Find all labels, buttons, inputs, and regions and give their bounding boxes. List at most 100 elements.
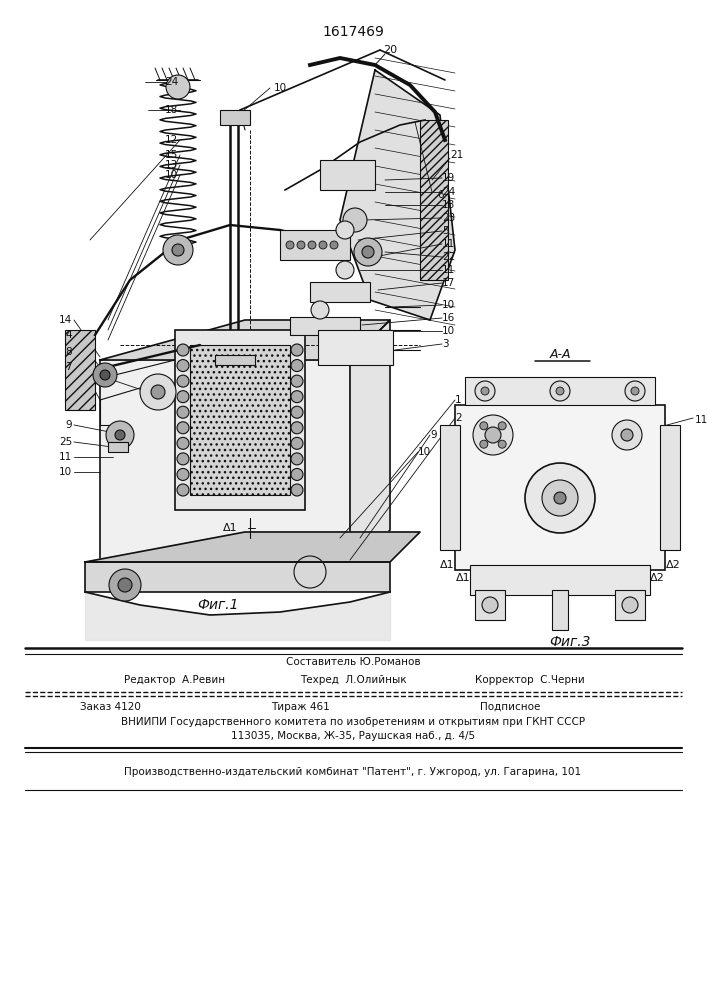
Circle shape [177, 437, 189, 449]
Circle shape [554, 492, 566, 504]
Text: Δ1: Δ1 [223, 523, 238, 533]
Text: Заказ 4120: Заказ 4120 [80, 702, 141, 712]
Circle shape [631, 387, 639, 395]
Bar [320, 160, 375, 190]
Circle shape [291, 484, 303, 496]
Text: 11: 11 [695, 415, 707, 425]
Circle shape [291, 360, 303, 372]
Text: 10: 10 [442, 326, 455, 336]
Bar [420, 120, 448, 280]
Bar [220, 110, 250, 125]
Bar [470, 565, 650, 595]
Text: A-A: A-A [549, 349, 571, 361]
Bar [108, 442, 128, 452]
Text: Производственно-издательский комбинат "Патент", г. Ужгород, ул. Гагарина, 101: Производственно-издательский комбинат "П… [124, 767, 582, 777]
Text: 20: 20 [383, 45, 397, 55]
Circle shape [177, 360, 189, 372]
Text: Подписное: Подписное [480, 702, 540, 712]
Text: 7: 7 [65, 362, 72, 372]
Bar [455, 405, 665, 570]
Circle shape [291, 468, 303, 480]
Circle shape [319, 241, 327, 249]
Circle shape [118, 578, 132, 592]
Circle shape [177, 468, 189, 480]
Text: Δ1: Δ1 [456, 573, 470, 583]
Circle shape [336, 261, 354, 279]
Circle shape [621, 429, 633, 441]
Bar [615, 590, 645, 620]
Circle shape [498, 422, 506, 430]
Text: 8: 8 [65, 347, 72, 357]
Bar [552, 590, 568, 630]
Text: Составитель Ю.Романов: Составитель Ю.Романов [286, 657, 421, 667]
Circle shape [177, 344, 189, 356]
Text: 24: 24 [165, 77, 178, 87]
Circle shape [115, 430, 125, 440]
Bar [190, 345, 290, 495]
Text: 1617469: 1617469 [322, 25, 384, 39]
Text: 11: 11 [59, 452, 72, 462]
Polygon shape [340, 70, 455, 320]
Polygon shape [100, 320, 390, 360]
Circle shape [525, 463, 595, 533]
Text: ВНИИПИ Государственного комитета по изобретениям и открытиям при ГКНТ СССР: ВНИИПИ Государственного комитета по изоб… [121, 717, 585, 727]
Circle shape [106, 421, 134, 449]
Circle shape [151, 385, 165, 399]
Text: 12: 12 [165, 135, 178, 145]
Text: 25: 25 [59, 437, 72, 447]
Text: 5: 5 [442, 226, 449, 236]
Circle shape [308, 241, 316, 249]
Polygon shape [85, 532, 420, 562]
Text: 18: 18 [442, 200, 455, 210]
Text: 9: 9 [430, 430, 437, 440]
Text: 23: 23 [442, 213, 455, 223]
Circle shape [291, 406, 303, 418]
Text: 24: 24 [442, 187, 455, 197]
Bar [318, 330, 393, 365]
Circle shape [177, 453, 189, 465]
Text: Техред  Л.Олийнык: Техред Л.Олийнык [300, 675, 407, 685]
Circle shape [286, 241, 294, 249]
Circle shape [625, 381, 645, 401]
Text: Δ2: Δ2 [650, 573, 665, 583]
Text: 10: 10 [165, 170, 178, 180]
Text: 16: 16 [442, 313, 455, 323]
Text: 2: 2 [455, 413, 462, 423]
Bar [440, 425, 460, 550]
Bar [85, 562, 390, 592]
Circle shape [622, 597, 638, 613]
Circle shape [498, 440, 506, 448]
Bar [465, 377, 655, 405]
Circle shape [550, 381, 570, 401]
Circle shape [330, 241, 338, 249]
Text: Корректор  С.Черни: Корректор С.Черни [475, 675, 585, 685]
Text: Δ1: Δ1 [440, 560, 455, 570]
Text: 4: 4 [65, 330, 72, 340]
Circle shape [481, 387, 489, 395]
Circle shape [140, 374, 176, 410]
Text: 18: 18 [165, 105, 178, 115]
Text: 10: 10 [274, 83, 286, 93]
Text: 9: 9 [65, 420, 72, 430]
Circle shape [473, 415, 513, 455]
Text: 13: 13 [165, 160, 178, 170]
Circle shape [336, 221, 354, 239]
Circle shape [311, 301, 329, 319]
Bar [215, 355, 255, 365]
Bar [475, 590, 505, 620]
Bar [280, 230, 350, 260]
Circle shape [100, 370, 110, 380]
Circle shape [166, 75, 190, 99]
Text: 14: 14 [59, 315, 72, 325]
Polygon shape [350, 320, 390, 570]
Circle shape [177, 406, 189, 418]
Text: 10: 10 [442, 300, 455, 310]
Circle shape [291, 422, 303, 434]
Circle shape [480, 422, 488, 430]
Circle shape [612, 420, 642, 450]
Text: 10: 10 [59, 467, 72, 477]
Circle shape [177, 484, 189, 496]
Circle shape [177, 375, 189, 387]
Text: Тираж 461: Тираж 461 [271, 702, 329, 712]
Circle shape [172, 244, 184, 256]
